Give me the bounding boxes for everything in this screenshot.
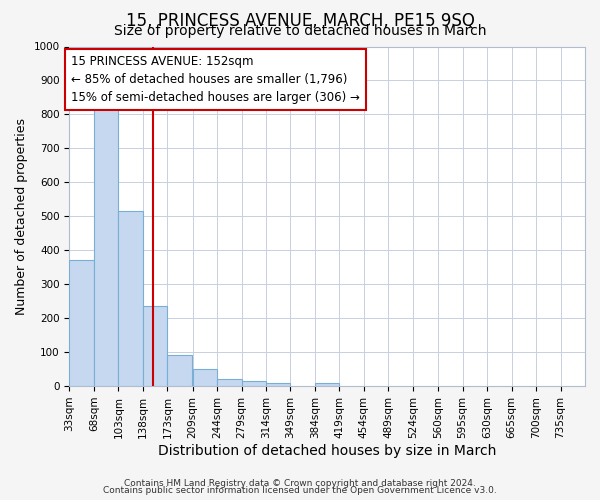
Bar <box>217 378 242 386</box>
Bar <box>118 211 143 386</box>
Text: Size of property relative to detached houses in March: Size of property relative to detached ho… <box>114 24 486 38</box>
Bar <box>193 369 217 386</box>
X-axis label: Distribution of detached houses by size in March: Distribution of detached houses by size … <box>158 444 496 458</box>
Bar <box>94 108 118 386</box>
Bar <box>143 306 167 386</box>
Y-axis label: Number of detached properties: Number of detached properties <box>15 118 28 315</box>
Text: 15 PRINCESS AVENUE: 152sqm
← 85% of detached houses are smaller (1,796)
15% of s: 15 PRINCESS AVENUE: 152sqm ← 85% of deta… <box>71 55 359 104</box>
Bar <box>266 382 290 386</box>
Bar <box>70 260 94 386</box>
Text: Contains HM Land Registry data © Crown copyright and database right 2024.: Contains HM Land Registry data © Crown c… <box>124 478 476 488</box>
Text: Contains public sector information licensed under the Open Government Licence v3: Contains public sector information licen… <box>103 486 497 495</box>
Bar <box>242 381 266 386</box>
Bar <box>315 384 340 386</box>
Text: 15, PRINCESS AVENUE, MARCH, PE15 9SQ: 15, PRINCESS AVENUE, MARCH, PE15 9SQ <box>125 12 475 30</box>
Bar <box>167 355 192 386</box>
